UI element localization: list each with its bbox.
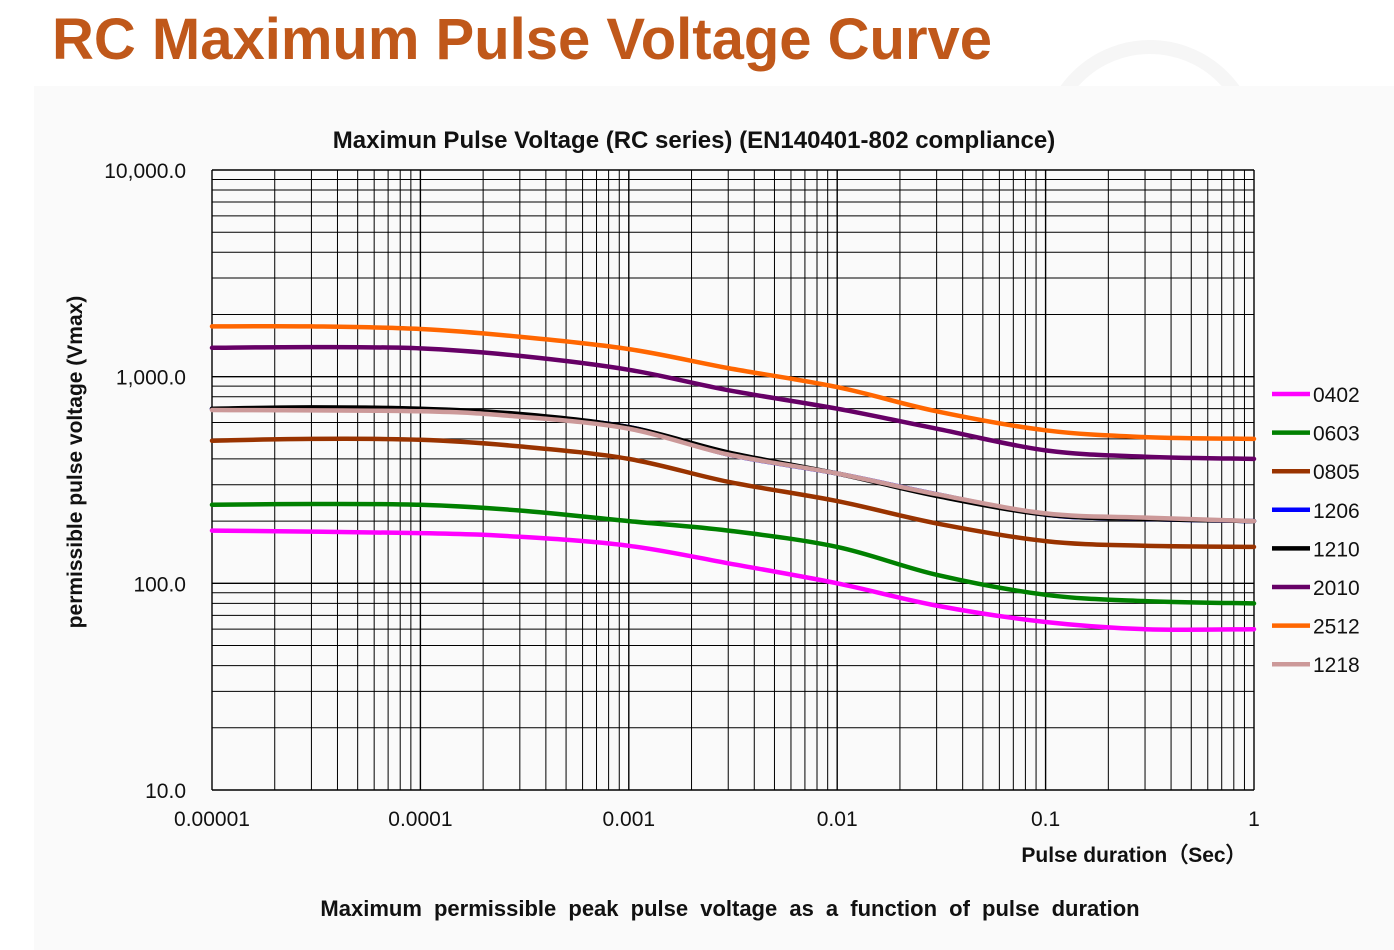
legend-label: 0603 <box>1313 423 1360 446</box>
y-axis-title: permissible pulse voltage (Vmax) <box>64 296 87 629</box>
legend-label: 1218 <box>1313 654 1360 677</box>
x-tick-label: 0.01 <box>817 808 858 831</box>
x-tick-label: 1 <box>1248 808 1260 831</box>
legend-label: 0402 <box>1313 384 1360 407</box>
legend-label: 1206 <box>1313 500 1360 523</box>
legend-label: 2512 <box>1313 616 1360 639</box>
chart-title: Maximun Pulse Voltage (RC series) (EN140… <box>333 127 1056 154</box>
series-line-2512 <box>209 323 1257 442</box>
chart-grid <box>211 169 1255 791</box>
y-tick-label: 1,000.0 <box>116 367 186 390</box>
series-line-0603 <box>209 501 1257 606</box>
legend-label: 2010 <box>1313 577 1360 600</box>
legend-label: 0805 <box>1313 461 1360 484</box>
x-tick-label: 0.00001 <box>174 808 250 831</box>
pulse-voltage-chart: Maximun Pulse Voltage (RC series) (EN140… <box>64 127 1360 921</box>
y-tick-label: 10,000.0 <box>104 160 186 183</box>
chart-series <box>209 323 1257 632</box>
x-tick-label: 0.0001 <box>388 808 452 831</box>
legend-label: 1210 <box>1313 538 1360 561</box>
page-title: RC Maximum Pulse Voltage Curve <box>52 7 993 72</box>
series-line-0805 <box>209 436 1257 550</box>
series-line-1218 <box>209 407 1257 524</box>
x-axis-title: Pulse duration（Sec） <box>1021 843 1246 867</box>
x-tick-label: 0.001 <box>603 808 656 831</box>
x-tick-label: 0.1 <box>1031 808 1060 831</box>
y-tick-label: 10.0 <box>145 780 186 803</box>
series-line-0402 <box>209 528 1257 632</box>
series-line-2010 <box>209 344 1257 462</box>
chart-caption: Maximum permissible peak pulse voltage a… <box>320 896 1139 921</box>
chart-panel: Maximun Pulse Voltage (RC series) (EN140… <box>34 86 1394 950</box>
chart-axes: 0.00001 0.0001 0.001 0.01 0.1 1 10.0 100.0 1,000… <box>104 160 1260 831</box>
y-tick-label: 100.0 <box>133 573 186 596</box>
chart-legend: 0402 0603 0805 1206 1210 2010 2512 1218 <box>1272 384 1360 677</box>
